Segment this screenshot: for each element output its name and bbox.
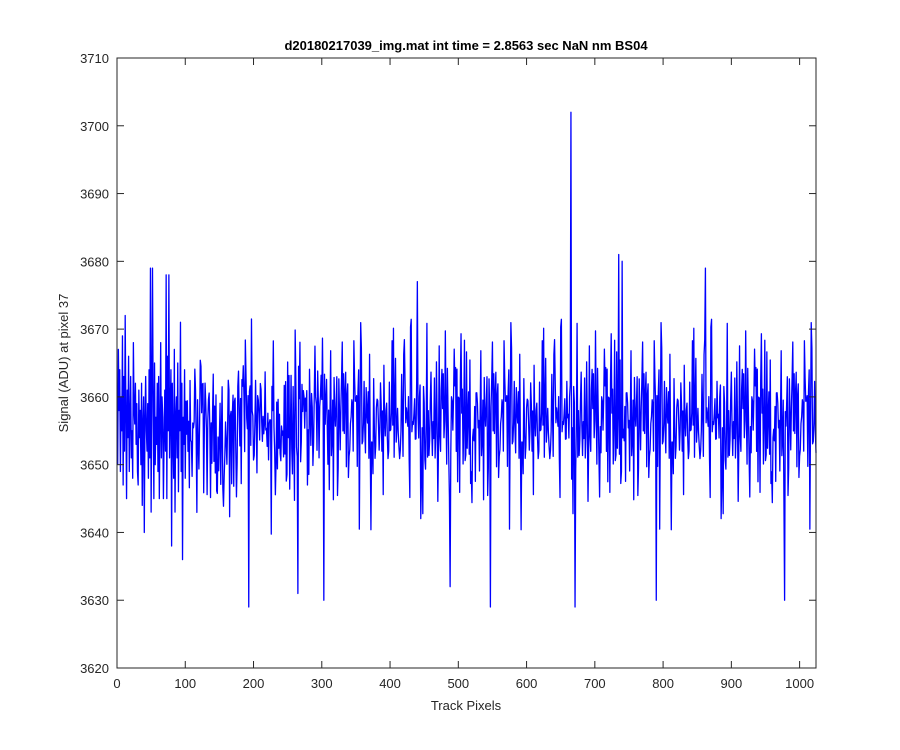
y-tick-label: 3620 bbox=[80, 661, 109, 676]
chart-title: d20180217039_img.mat int time = 2.8563 s… bbox=[284, 38, 648, 53]
signal-series-line bbox=[117, 111, 817, 608]
x-tick-label: 200 bbox=[243, 676, 265, 691]
ticks-layer: 0 100 200 300 400 500 600 700 800 900 1000 3620 3630… bbox=[80, 51, 816, 691]
y-tick-label: 3640 bbox=[80, 525, 109, 540]
y-tick-label: 3630 bbox=[80, 593, 109, 608]
plot-area bbox=[116, 57, 817, 669]
axes-box bbox=[116, 57, 817, 669]
y-axis-label: Signal (ADU) at pixel 37 bbox=[56, 294, 71, 433]
y-tick-label: 3710 bbox=[80, 51, 109, 66]
y-tick-label: 3650 bbox=[80, 458, 109, 473]
x-tick-label: 1000 bbox=[785, 676, 814, 691]
x-tick-label: 300 bbox=[311, 676, 333, 691]
x-tick-label: 400 bbox=[379, 676, 401, 691]
y-tick-label: 3660 bbox=[80, 390, 109, 405]
x-tick-label: 600 bbox=[516, 676, 538, 691]
x-tick-label: 100 bbox=[174, 676, 196, 691]
x-tick-label: 800 bbox=[652, 676, 674, 691]
x-tick-label: 0 bbox=[113, 676, 120, 691]
y-tick-label: 3670 bbox=[80, 322, 109, 337]
y-tick-label: 3690 bbox=[80, 187, 109, 202]
x-axis-label: Track Pixels bbox=[431, 698, 502, 713]
series-layer bbox=[117, 111, 817, 608]
x-tick-label: 700 bbox=[584, 676, 606, 691]
y-tick-label: 3680 bbox=[80, 254, 109, 269]
x-tick-label: 900 bbox=[721, 676, 743, 691]
x-tick-label: 500 bbox=[447, 676, 469, 691]
y-tick-label: 3700 bbox=[80, 119, 109, 134]
